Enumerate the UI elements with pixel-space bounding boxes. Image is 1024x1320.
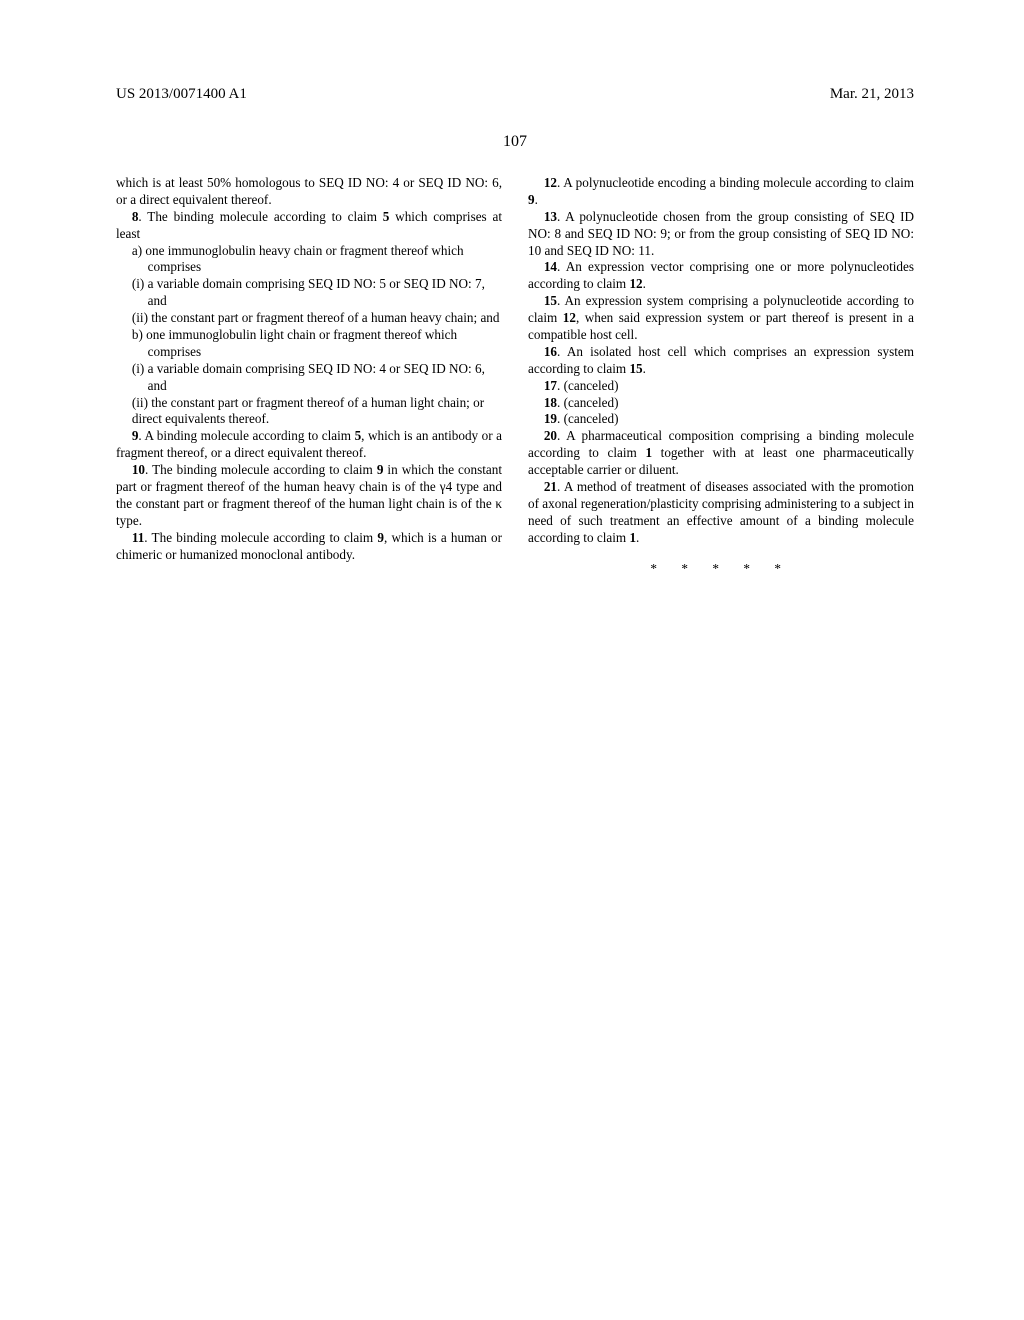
claim-10: 10. The binding molecule according to cl…	[116, 462, 502, 530]
claim-21: 21. A method of treatment of diseases as…	[528, 479, 914, 547]
claim-text: .	[643, 276, 646, 291]
claim-text: . (canceled)	[557, 395, 619, 410]
claim-15: 15. An expression system comprising a po…	[528, 293, 914, 344]
claim-text: . A method of treatment of diseases asso…	[528, 479, 914, 545]
claim-number: 16	[544, 344, 557, 359]
claim-12: 12. A polynucleotide encoding a binding …	[528, 175, 914, 209]
claim-number: 18	[544, 395, 557, 410]
publication-number: US 2013/0071400 A1	[116, 86, 247, 103]
claim-ref: 9	[528, 192, 535, 207]
publication-date: Mar. 21, 2013	[830, 86, 914, 103]
claim-text: . A polynucleotide chosen from the group…	[528, 209, 914, 258]
claim-text: . The binding molecule according to clai…	[144, 530, 377, 545]
patent-page: US 2013/0071400 A1 Mar. 21, 2013 107 whi…	[0, 0, 1024, 1320]
claim-19: 19. (canceled)	[528, 411, 914, 428]
claim-ref: 12	[629, 276, 642, 291]
claim-number: 12	[544, 175, 557, 190]
claim-8-direct: direct equivalents thereof.	[116, 411, 502, 428]
claim-text: .	[643, 361, 646, 376]
claim-14: 14. An expression vector comprising one …	[528, 259, 914, 293]
claim-18: 18. (canceled)	[528, 395, 914, 412]
claim-8-b-ii: (ii) the constant part or fragment there…	[116, 395, 502, 412]
claim-9: 9. A binding molecule according to claim…	[116, 428, 502, 462]
claim-7-continuation: which is at least 50% homologous to SEQ …	[116, 175, 502, 209]
claim-number: 21	[544, 479, 557, 494]
claim-text: . A binding molecule according to claim	[138, 428, 354, 443]
claim-20: 20. A pharmaceutical composition compris…	[528, 428, 914, 479]
page-header: US 2013/0071400 A1 Mar. 21, 2013	[116, 86, 914, 103]
claim-8-a: a) one immunoglobulin heavy chain or fra…	[116, 243, 502, 277]
claim-ref: 9	[377, 530, 384, 545]
body-columns: which is at least 50% homologous to SEQ …	[116, 175, 914, 577]
claim-number: 17	[544, 378, 557, 393]
claim-text: . An isolated host cell which comprises …	[528, 344, 914, 376]
claim-8: 8. The binding molecule according to cla…	[116, 209, 502, 243]
claim-number: 13	[544, 209, 557, 224]
claim-number: 20	[544, 428, 557, 443]
claim-text: . An expression vector comprising one or…	[528, 259, 914, 291]
claim-8-a-ii: (ii) the constant part or fragment there…	[116, 310, 502, 327]
claim-text: , when said expression system or part th…	[528, 310, 914, 342]
claim-number: 19	[544, 411, 557, 426]
claim-16: 16. An isolated host cell which comprise…	[528, 344, 914, 378]
claim-text: .	[535, 192, 538, 207]
claim-ref: 15	[629, 361, 642, 376]
claim-text: . (canceled)	[557, 378, 619, 393]
claim-ref: 12	[563, 310, 576, 325]
claim-number: 14	[544, 259, 557, 274]
claim-number: 15	[544, 293, 557, 308]
claim-8-b: b) one immunoglobulin light chain or fra…	[116, 327, 502, 361]
claim-text: . A polynucleotide encoding a binding mo…	[557, 175, 914, 190]
claim-text: . The binding molecule according to clai…	[138, 209, 382, 224]
claim-8-a-i: (i) a variable domain comprising SEQ ID …	[116, 276, 502, 310]
claim-number: 10	[132, 462, 145, 477]
end-of-document-mark: * * * * *	[528, 561, 914, 578]
claim-17: 17. (canceled)	[528, 378, 914, 395]
claim-text: .	[636, 530, 639, 545]
claim-text: . (canceled)	[557, 411, 619, 426]
claim-8-b-i: (i) a variable domain comprising SEQ ID …	[116, 361, 502, 395]
claim-number: 11	[132, 530, 144, 545]
claim-11: 11. The binding molecule according to cl…	[116, 530, 502, 564]
page-number: 107	[116, 133, 914, 151]
claim-text: . The binding molecule according to clai…	[145, 462, 377, 477]
claim-13: 13. A polynucleotide chosen from the gro…	[528, 209, 914, 260]
